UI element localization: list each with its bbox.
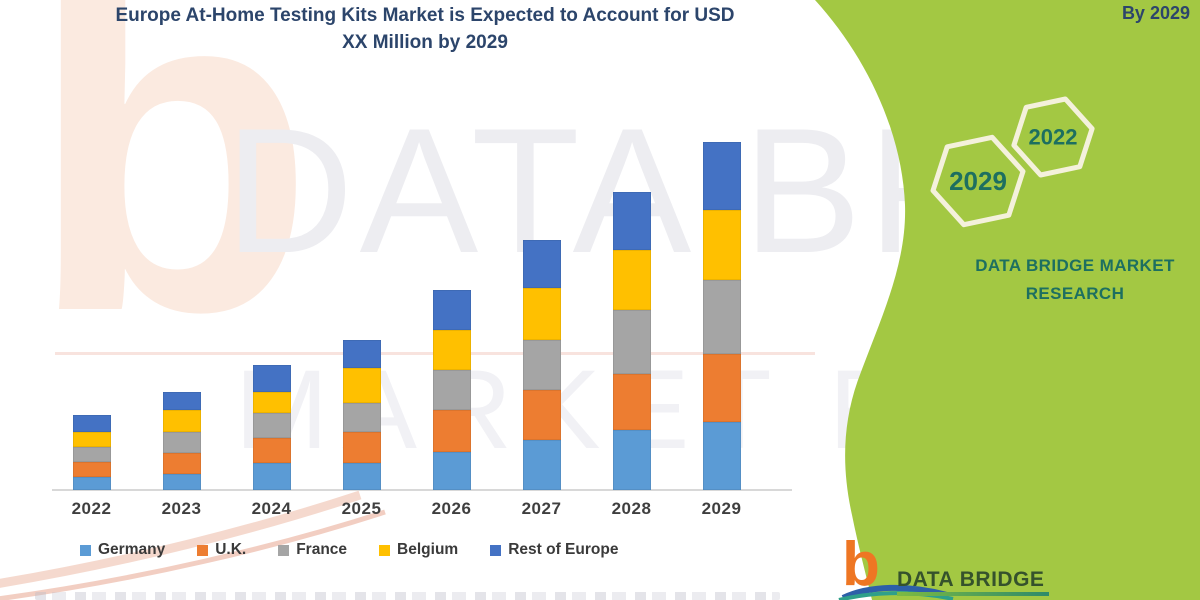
bar-segment-2027-u-k- [522, 390, 561, 440]
bar-segment-2022-u-k- [72, 462, 111, 477]
legend-item-germany: Germany [80, 541, 165, 559]
legend-swatch-icon [490, 544, 502, 556]
legend-label: Rest of Europe [508, 541, 619, 558]
footer-brand-underline [897, 592, 1049, 596]
watermark-swoosh [0, 490, 386, 600]
hexagon-small [1011, 96, 1095, 178]
bar-segment-2022-belgium [72, 432, 111, 447]
bar-segment-2029-belgium [702, 210, 741, 280]
bar-segment-2023-u-k- [162, 453, 201, 474]
footer-brand-text: DATA BRIDGE [897, 568, 1045, 591]
legend-item-france: France [278, 541, 347, 559]
legend-item-u-k-: U.K. [197, 541, 246, 559]
bar-segment-2028-rest-of-europe [612, 192, 651, 250]
legend-item-rest-of-europe: Rest of Europe [490, 541, 618, 559]
x-tick-2028: 2028 [611, 499, 652, 518]
bar-segment-2027-rest-of-europe [522, 240, 561, 288]
bar-segment-2022-rest-of-europe [72, 415, 111, 432]
bar-segment-2028-germany [612, 430, 651, 490]
hexagon-badges: 2029 2022 [930, 96, 1095, 228]
x-tick-2029: 2029 [701, 499, 742, 518]
bar-segment-2025-u-k- [342, 432, 381, 463]
bar-segment-2023-belgium [162, 410, 201, 432]
bar-segment-2027-germany [522, 440, 561, 490]
bar-segment-2024-france [252, 413, 291, 438]
legend-label: France [296, 541, 348, 558]
bar-segment-2024-rest-of-europe [252, 365, 291, 392]
legend-swatch-icon [80, 544, 91, 556]
bar-segment-2028-france [612, 310, 651, 374]
bar-segment-2025-germany [342, 463, 381, 490]
bar-segment-2025-france [342, 403, 381, 432]
bar-segment-2028-belgium [612, 250, 651, 310]
x-tick-2025: 2025 [341, 499, 382, 518]
x-axis-line [52, 489, 792, 491]
bar-segment-2029-germany [702, 422, 741, 490]
legend-swatch-icon [379, 544, 391, 556]
bar-segment-2029-france [702, 280, 741, 354]
legend-label: Belgium [397, 541, 459, 558]
watermark-b-logo: b [28, 0, 316, 409]
x-tick-2026: 2026 [431, 499, 472, 518]
bar-segment-2024-belgium [252, 392, 291, 413]
bar-segment-2026-france [432, 370, 471, 410]
bar-segment-2026-rest-of-europe [432, 290, 471, 330]
x-tick-2023: 2023 [161, 499, 202, 518]
brand-name-line1: DATA BRIDGE MARKET [975, 256, 1175, 275]
brand-name-line2: RESEARCH [1025, 284, 1125, 303]
legend-swatch-icon [278, 544, 290, 556]
x-tick-2027: 2027 [521, 499, 562, 518]
bar-segment-2022-france [72, 447, 111, 462]
bar-segment-2023-france [162, 432, 201, 453]
bar-segment-2029-rest-of-europe [702, 142, 741, 210]
bar-segment-2029-u-k- [702, 354, 741, 422]
cut-off-caption-text [35, 592, 780, 600]
bar-segment-2024-u-k- [252, 438, 291, 463]
bar-segment-2028-u-k- [612, 374, 651, 430]
legend-label: U.K. [215, 541, 247, 558]
bar-segment-2025-rest-of-europe [342, 340, 381, 368]
legend-label: Germany [98, 541, 166, 558]
bar-segment-2025-belgium [342, 368, 381, 403]
bar-segment-2026-belgium [432, 330, 471, 370]
legend-swatch-icon [197, 544, 209, 556]
bar-segment-2023-rest-of-europe [162, 392, 201, 410]
x-tick-2022: 2022 [71, 499, 112, 518]
bar-segment-2027-belgium [522, 288, 561, 340]
legend: Germany U.K. France Belgium Rest of Europe [80, 541, 618, 559]
hexagon-large [930, 134, 1026, 228]
bar-segment-2023-germany [162, 474, 201, 490]
chart-title-line1: Europe At-Home Testing Kits Market is Ex… [115, 5, 735, 26]
bar-segment-2027-france [522, 340, 561, 390]
hexagon-large-year: 2029 [949, 166, 1007, 196]
by-year-label: By 2029 [1121, 3, 1190, 23]
bar-segment-2024-germany [252, 463, 291, 490]
chart-title: Europe At-Home Testing Kits Market is Ex… [40, 2, 810, 56]
bar-segment-2022-germany [72, 477, 111, 490]
legend-item-belgium: Belgium [379, 541, 458, 559]
brand-name: DATA BRIDGE MARKET RESEARCH [955, 252, 1195, 308]
footer-b-logo: b [842, 530, 880, 599]
x-tick-2024: 2024 [251, 499, 292, 518]
hexagon-small-year: 2022 [1029, 125, 1078, 150]
chart-title-line2: XX Million by 2029 [342, 32, 508, 53]
bar-segment-2026-germany [432, 452, 471, 490]
bar-segment-2026-u-k- [432, 410, 471, 452]
